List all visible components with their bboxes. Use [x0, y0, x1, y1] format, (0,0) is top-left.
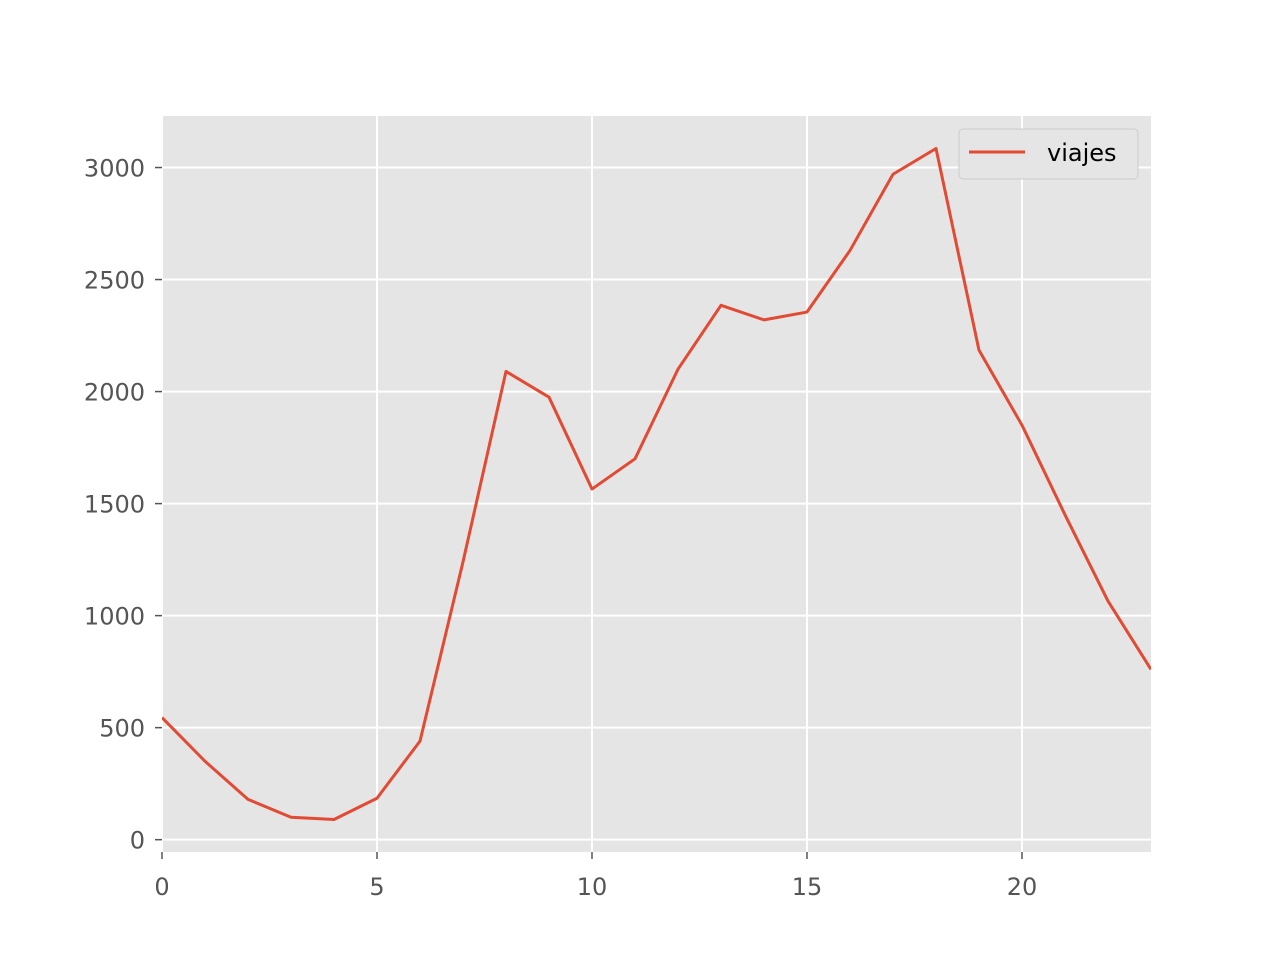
- y-tick-label: 500: [99, 715, 145, 743]
- y-tick-label: 2000: [84, 379, 145, 407]
- grid: [161, 116, 1151, 852]
- y-tick-label: 1500: [84, 491, 145, 519]
- x-tick-label: 15: [792, 873, 823, 901]
- x-tick-label: 5: [369, 873, 384, 901]
- legend-label-viajes: viajes: [1047, 139, 1117, 167]
- series-layer: [162, 146, 1151, 822]
- y-tick-label: 2500: [84, 267, 145, 295]
- legend-box: [958, 128, 1139, 180]
- x-tick-label: 10: [577, 873, 608, 901]
- y-tick-label: 3000: [84, 155, 145, 183]
- x-tick-label: 20: [1007, 873, 1038, 901]
- x-axis: 0 5 10 15 20: [154, 852, 1037, 901]
- x-tick-label: 0: [154, 873, 169, 901]
- legend[interactable]: viajes: [958, 128, 1139, 180]
- plot-background: [162, 116, 1151, 852]
- series-line-viajes: [162, 146, 1151, 822]
- y-tick-label: 0: [130, 827, 145, 855]
- y-axis: 0 500 1000 1500 2000 2500 3000: [84, 155, 162, 855]
- y-tick-label: 1000: [84, 603, 145, 631]
